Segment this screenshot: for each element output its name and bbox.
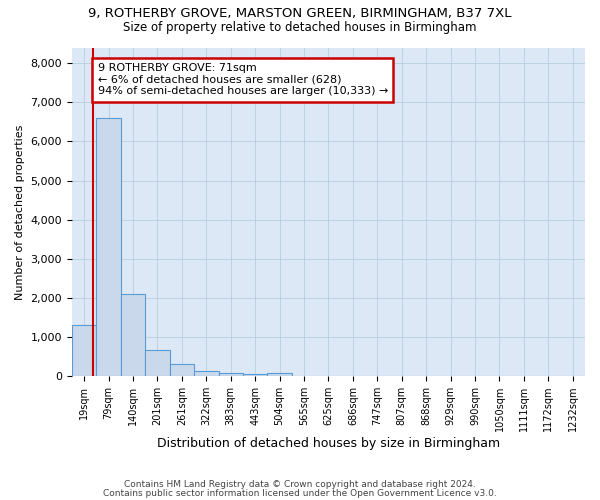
Bar [145, 350, 170, 376]
Bar [243, 374, 268, 376]
Text: Contains public sector information licensed under the Open Government Licence v3: Contains public sector information licen… [103, 489, 497, 498]
Text: Contains HM Land Registry data © Crown copyright and database right 2024.: Contains HM Land Registry data © Crown c… [124, 480, 476, 489]
Text: 9 ROTHERBY GROVE: 71sqm
← 6% of detached houses are smaller (628)
94% of semi-de: 9 ROTHERBY GROVE: 71sqm ← 6% of detached… [98, 63, 388, 96]
Bar [218, 373, 243, 376]
Text: Size of property relative to detached houses in Birmingham: Size of property relative to detached ho… [123, 21, 477, 34]
Bar [97, 118, 121, 376]
Bar [268, 373, 292, 376]
Text: 9, ROTHERBY GROVE, MARSTON GREEN, BIRMINGHAM, B37 7XL: 9, ROTHERBY GROVE, MARSTON GREEN, BIRMIN… [88, 8, 512, 20]
Bar [194, 370, 218, 376]
Y-axis label: Number of detached properties: Number of detached properties [15, 124, 25, 300]
Bar [121, 294, 145, 376]
Bar [170, 364, 194, 376]
Bar [72, 326, 97, 376]
X-axis label: Distribution of detached houses by size in Birmingham: Distribution of detached houses by size … [157, 437, 500, 450]
